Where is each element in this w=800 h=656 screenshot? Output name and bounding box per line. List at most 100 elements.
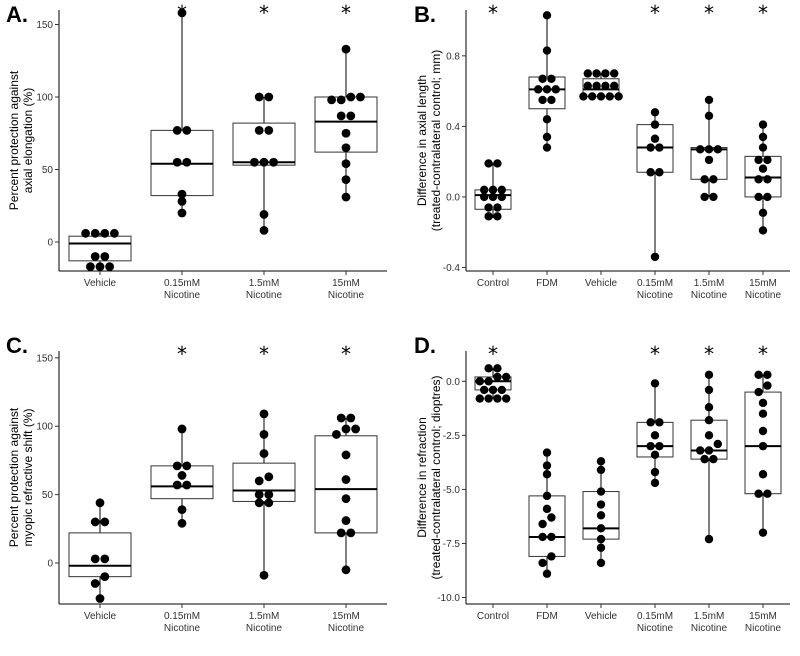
data-point: [596, 558, 606, 568]
data-point: [650, 108, 660, 117]
data-point: [259, 449, 269, 458]
y-tick-label: 100: [36, 93, 53, 104]
data-point: [763, 155, 772, 165]
significance-star: *: [259, 342, 269, 366]
data-point: [605, 92, 614, 101]
data-point: [346, 92, 356, 102]
data-point: [177, 208, 187, 218]
y-tick-label: -10.0: [437, 593, 460, 604]
data-point: [177, 197, 187, 206]
category-group: FDM: [528, 11, 566, 289]
data-point: [542, 46, 552, 55]
data-point: [696, 145, 705, 154]
data-point: [484, 377, 493, 386]
x-tick-label: Vehicle: [84, 611, 117, 622]
data-point: [254, 498, 264, 508]
data-point: [95, 594, 105, 603]
y-tick-label: 0: [47, 238, 53, 249]
data-point: [493, 203, 502, 212]
x-tick-label: 0.15mM: [164, 611, 200, 622]
data-point: [592, 69, 601, 78]
x-tick-label: 15mM: [749, 278, 777, 289]
data-point: [264, 472, 274, 482]
data-point: [475, 394, 484, 403]
data-point: [264, 490, 274, 499]
data-point: [542, 504, 552, 514]
data-point: [172, 461, 182, 471]
data-point: [596, 534, 606, 544]
data-point: [650, 252, 660, 262]
data-point: [341, 44, 351, 54]
y-axis-label-line: Percent protection against: [7, 407, 21, 547]
data-point: [547, 532, 556, 542]
data-point: [551, 85, 560, 94]
data-point: [758, 409, 768, 418]
data-point: [332, 430, 341, 439]
data-point: [713, 439, 722, 449]
data-point: [542, 569, 552, 578]
data-point: [754, 155, 763, 165]
data-point: [709, 192, 718, 202]
x-tick-label: Vehicle: [585, 278, 618, 289]
x-tick-label: 15mM: [332, 278, 360, 289]
data-point: [341, 516, 351, 525]
x-tick-label: Vehicle: [84, 278, 117, 289]
data-point: [90, 554, 100, 564]
data-point: [542, 470, 552, 479]
data-point: [259, 570, 269, 580]
panel-letter: A.: [6, 2, 28, 27]
y-tick-label: 50: [42, 490, 54, 501]
x-tick-label: Nicotine: [637, 290, 674, 301]
category-group: Control *: [474, 342, 512, 622]
data-point: [497, 385, 506, 395]
category-group: Vehicle: [68, 498, 132, 622]
x-tick-label: FDM: [536, 611, 558, 622]
data-point: [488, 385, 498, 395]
data-point: [493, 372, 502, 382]
data-point: [538, 74, 547, 83]
data-point: [480, 185, 489, 195]
data-point: [182, 461, 192, 471]
iqr-box: [232, 462, 296, 502]
data-point: [583, 81, 592, 91]
data-point: [484, 364, 493, 373]
data-point: [502, 372, 511, 382]
data-point: [346, 111, 356, 121]
y-axis-label-line: (treated-contralateral control; dioptres…: [429, 375, 443, 579]
data-point: [758, 120, 768, 129]
data-point: [336, 111, 346, 121]
data-point: [650, 134, 660, 143]
data-point: [497, 185, 506, 195]
x-tick-label: Nicotine: [691, 290, 728, 301]
y-axis-label-line: axial elongation (%): [21, 88, 35, 193]
data-point: [758, 208, 768, 218]
data-point: [547, 552, 556, 561]
data-point: [601, 81, 610, 91]
data-point: [596, 500, 606, 509]
data-point: [754, 489, 763, 498]
data-point: [172, 480, 182, 490]
significance-star: *: [488, 342, 498, 366]
data-point: [650, 467, 660, 477]
data-point: [86, 262, 95, 272]
data-point: [650, 120, 660, 129]
y-tick-label: -5.0: [443, 485, 461, 496]
data-point: [100, 228, 110, 238]
data-point: [105, 262, 114, 272]
y-tick-label: -0.4: [443, 263, 461, 274]
data-point: [601, 69, 610, 78]
data-point: [763, 489, 772, 498]
x-tick-label: 1.5mM: [249, 278, 280, 289]
data-point: [596, 457, 606, 466]
y-tick-label: 0.0: [446, 377, 460, 388]
y-tick-label: 0.0: [446, 192, 460, 203]
data-point: [259, 409, 269, 419]
data-point: [646, 143, 655, 152]
data-point: [264, 92, 274, 102]
data-point: [758, 398, 768, 408]
data-point: [704, 534, 714, 544]
